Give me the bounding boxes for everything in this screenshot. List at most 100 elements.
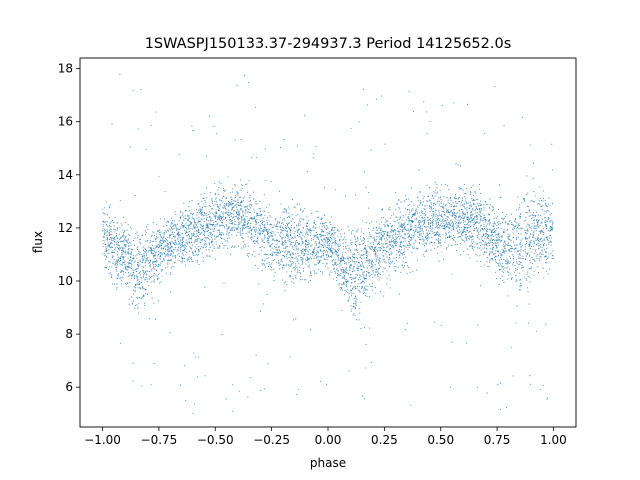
data-point (526, 237, 528, 240)
data-point (391, 252, 393, 254)
data-point (224, 227, 226, 229)
data-point (316, 256, 318, 258)
data-point (102, 212, 104, 214)
data-point (134, 307, 136, 309)
data-point (546, 206, 548, 208)
data-point (382, 235, 384, 237)
data-point (261, 220, 263, 222)
data-point (521, 202, 523, 204)
data-point (136, 257, 138, 259)
data-point (249, 197, 251, 199)
data-point (251, 254, 253, 256)
data-point (527, 252, 529, 254)
data-point (107, 237, 109, 239)
data-point (160, 231, 162, 233)
data-point (513, 241, 515, 243)
data-point (193, 352, 195, 354)
data-point (132, 293, 135, 295)
data-point (300, 279, 302, 281)
data-point (427, 217, 429, 219)
data-point (209, 255, 211, 257)
data-point (377, 268, 379, 270)
data-point (301, 239, 303, 241)
data-point (418, 200, 420, 202)
data-point (471, 232, 473, 234)
data-point (439, 234, 441, 236)
data-point (502, 211, 504, 213)
data-point (242, 237, 244, 239)
data-point (297, 388, 299, 390)
data-point (278, 240, 281, 242)
data-point (209, 239, 211, 241)
data-point (532, 231, 535, 233)
data-point (524, 200, 526, 202)
data-point (514, 251, 516, 253)
data-point (435, 217, 437, 219)
data-point (327, 259, 329, 261)
data-point (214, 215, 216, 217)
data-point (174, 246, 177, 249)
data-point (501, 266, 503, 268)
data-point (404, 256, 407, 258)
data-point (111, 276, 113, 278)
data-point (218, 215, 220, 217)
data-point (418, 236, 420, 239)
data-point (244, 226, 247, 228)
data-point (147, 270, 149, 272)
data-point (249, 204, 251, 206)
data-point (214, 182, 216, 185)
data-point (150, 247, 152, 250)
data-point (289, 260, 291, 262)
data-point (102, 253, 104, 255)
data-point (446, 211, 448, 213)
data-point (350, 295, 353, 297)
data-point (506, 260, 508, 262)
data-point (542, 384, 544, 387)
data-point (410, 187, 412, 189)
data-point (410, 223, 412, 225)
data-point (218, 231, 221, 233)
data-point (197, 219, 200, 221)
data-point (381, 235, 384, 237)
data-point (371, 261, 373, 263)
data-point (127, 257, 129, 259)
data-point (530, 233, 532, 235)
data-point (130, 267, 132, 269)
data-point (423, 208, 425, 210)
data-point (141, 262, 143, 264)
data-point (270, 265, 272, 267)
data-point (343, 277, 345, 279)
data-point (158, 231, 161, 234)
data-point (476, 212, 479, 214)
data-point (398, 226, 400, 228)
data-point (383, 267, 385, 269)
data-point (394, 238, 396, 241)
data-point (258, 232, 260, 234)
data-point (330, 237, 332, 239)
data-point (314, 247, 316, 249)
data-point (323, 250, 325, 252)
data-point (463, 223, 466, 226)
data-point (463, 228, 465, 231)
data-point (512, 236, 514, 239)
data-point (378, 243, 380, 246)
data-point (197, 221, 199, 223)
data-point (501, 249, 503, 251)
data-point (212, 219, 214, 222)
data-point (362, 293, 365, 295)
data-point (214, 194, 216, 196)
data-point (547, 203, 549, 205)
data-point (358, 290, 360, 292)
data-point (248, 219, 250, 222)
data-point (105, 246, 107, 248)
data-point (471, 239, 473, 241)
data-point (199, 220, 201, 222)
data-point (548, 210, 550, 212)
data-point (393, 230, 395, 232)
data-point (464, 196, 466, 198)
data-point (395, 221, 397, 223)
data-point (302, 270, 305, 272)
data-point (443, 226, 445, 228)
data-point (291, 199, 293, 201)
data-point (376, 255, 378, 257)
